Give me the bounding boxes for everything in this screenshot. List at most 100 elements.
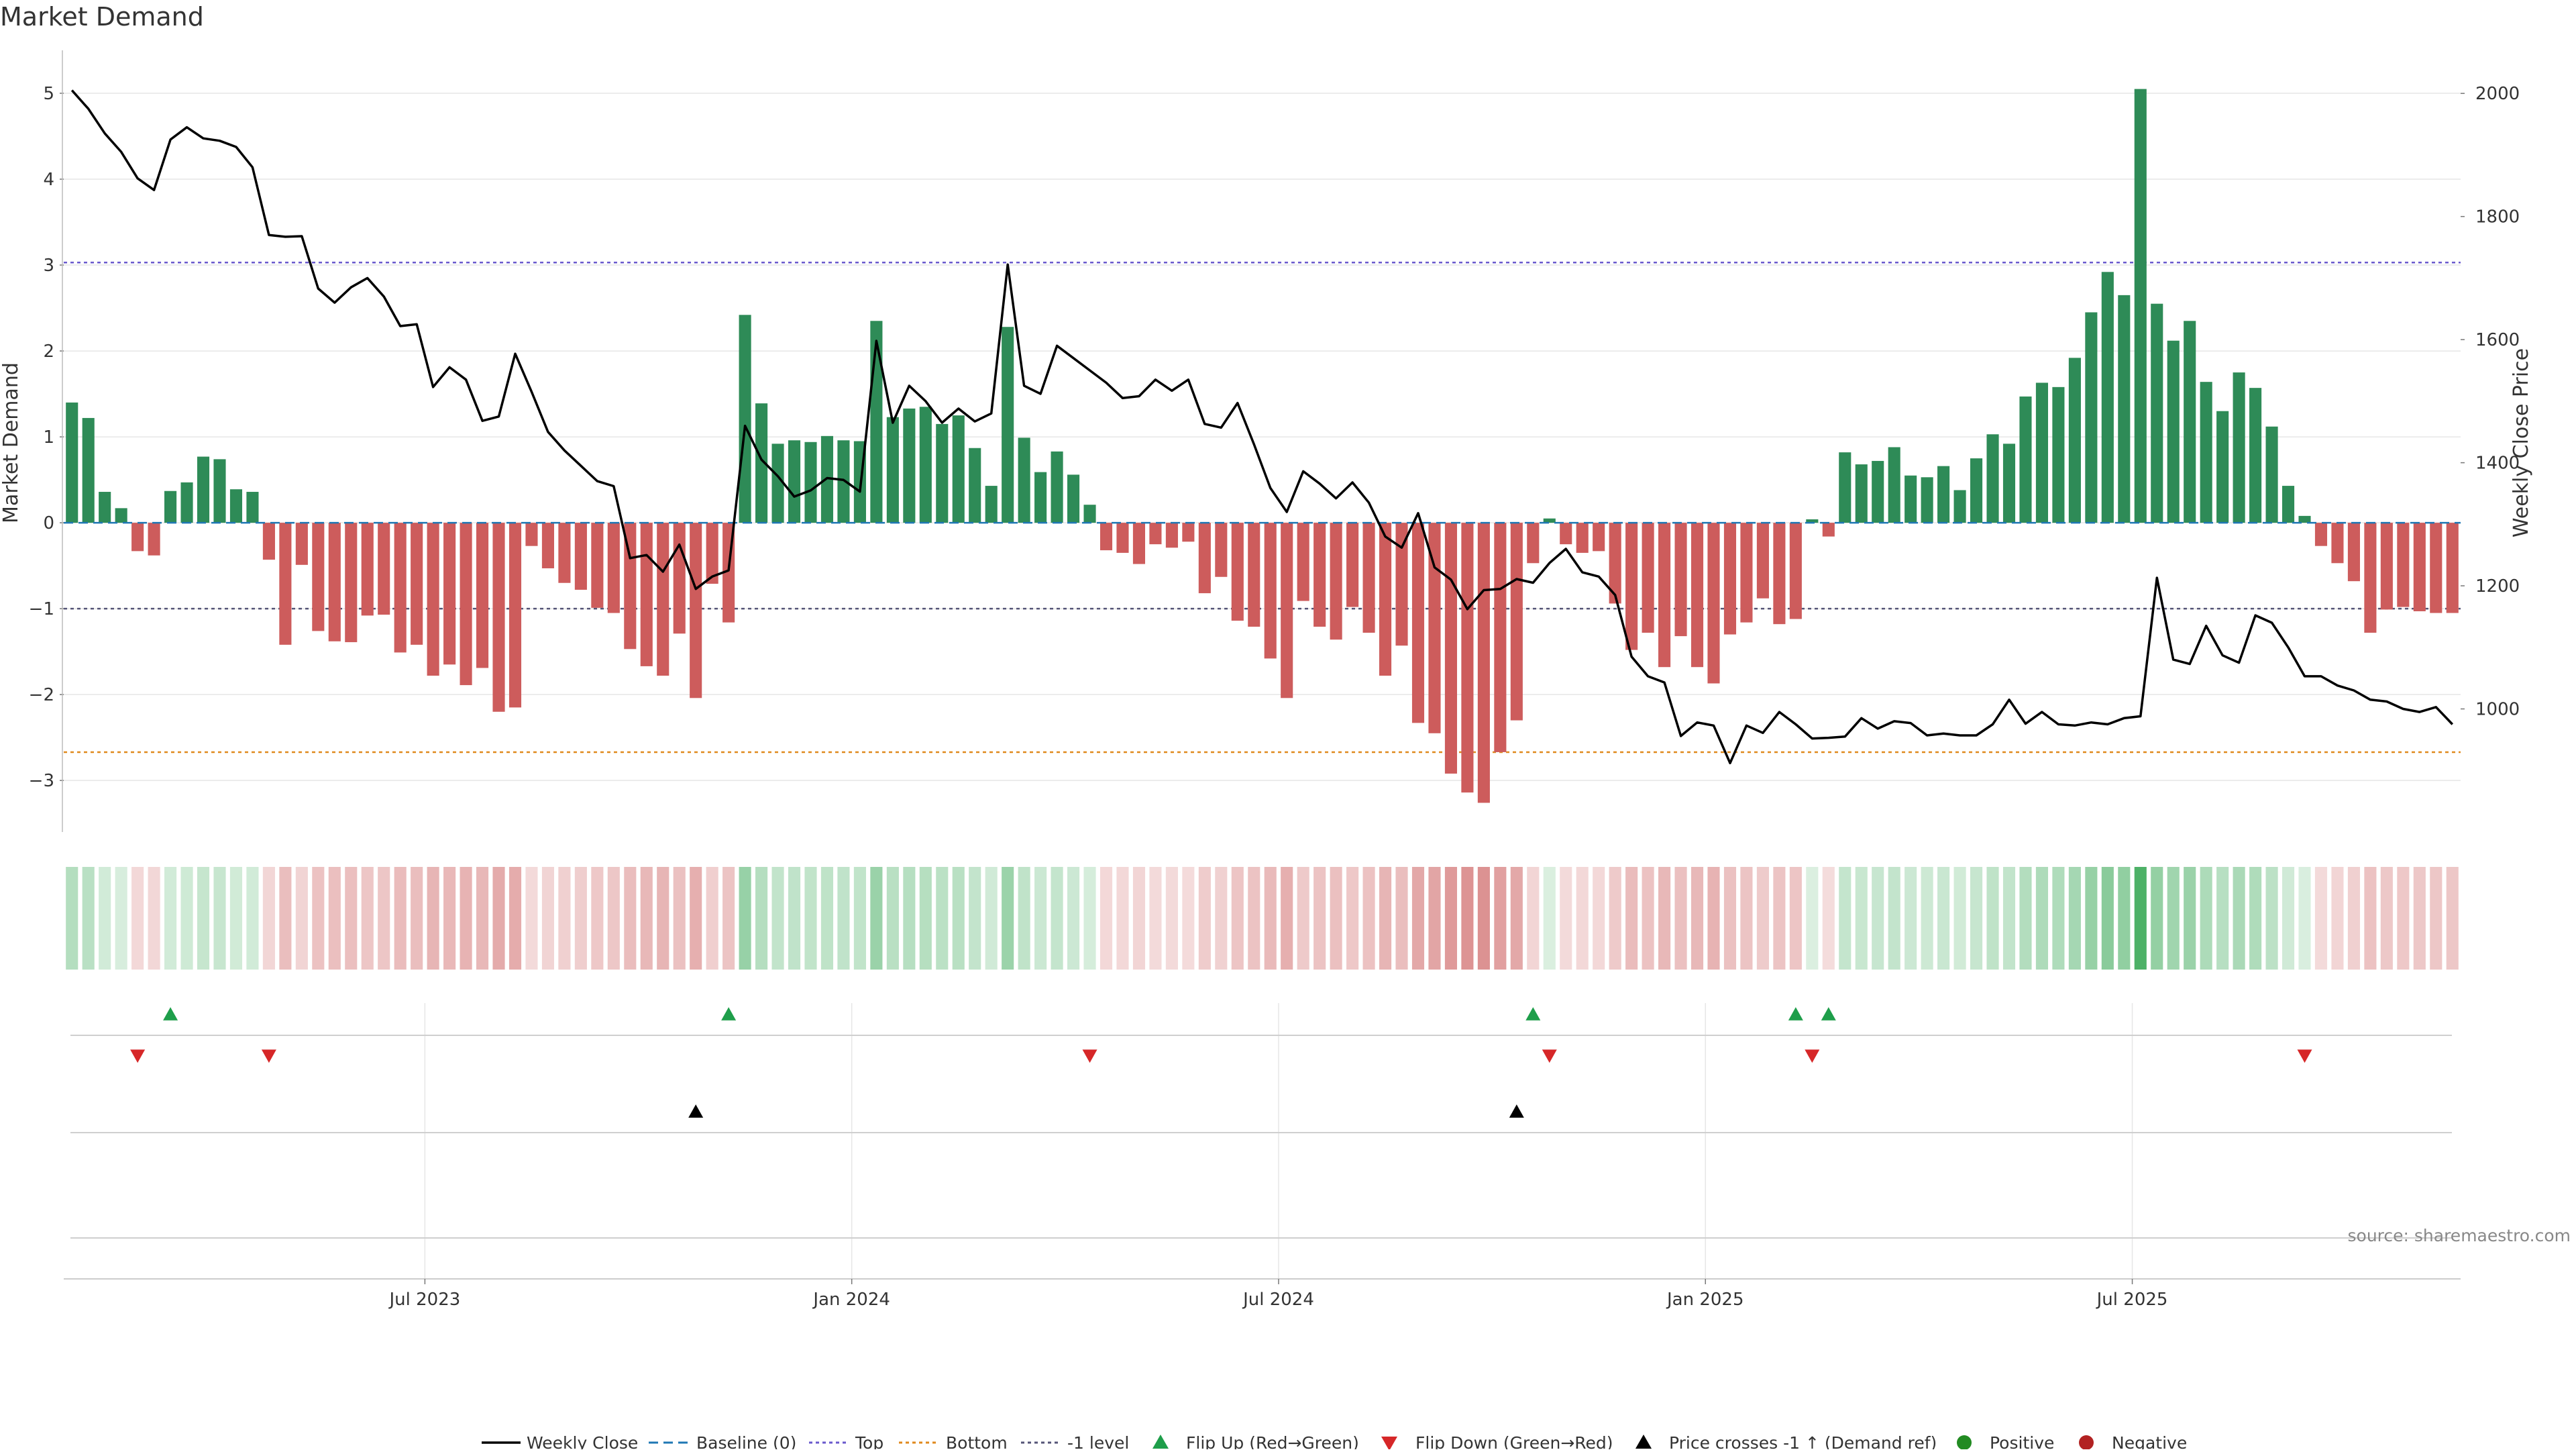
- legend-label: -1 level: [1067, 1433, 1129, 1449]
- y-tick-label-right: 1400: [2475, 454, 2520, 474]
- y-axis-label-right: Weekly Close Price: [2510, 348, 2533, 537]
- demand-bar-negative: [607, 523, 620, 613]
- demand-bar-positive: [886, 417, 899, 523]
- heat-cell: [66, 867, 78, 970]
- demand-bar-positive: [2002, 444, 2016, 523]
- heat-cell: [1330, 867, 1342, 970]
- heat-cell: [985, 867, 998, 970]
- demand-bar-negative: [1099, 523, 1113, 551]
- heat-cell: [1806, 867, 1819, 970]
- heat-cell: [378, 867, 390, 970]
- heat-cell: [1723, 867, 1737, 970]
- heat-cell: [1395, 867, 1408, 970]
- heat-cell: [1527, 867, 1540, 970]
- demand-bar-negative: [1395, 523, 1408, 646]
- flip-up-marker: [1788, 1007, 1803, 1021]
- demand-bar-positive: [952, 415, 965, 523]
- demand-bar-negative: [1609, 523, 1621, 604]
- heat-cell: [2216, 867, 2229, 970]
- y-tick-label-right: 1600: [2475, 330, 2520, 350]
- demand-bar-negative: [1428, 523, 1441, 733]
- demand-bar-positive: [1986, 434, 1999, 523]
- demand-bar-positive: [1970, 458, 1983, 523]
- heat-cell: [164, 867, 177, 970]
- axes-layer: 5 4 3 2 1 0 −1 −2 −3 2000 1800 1600 1400 1200 1000: [29, 50, 2520, 832]
- heat-cell: [1822, 867, 1835, 970]
- heat-cell: [1560, 867, 1572, 970]
- demand-bar-positive: [99, 492, 111, 523]
- heat-cell: [2233, 867, 2245, 970]
- demand-bar-negative: [1625, 523, 1638, 650]
- demand-bar-negative: [1690, 523, 1704, 668]
- heat-cell: [1674, 867, 1687, 970]
- demand-bar-positive: [246, 492, 259, 523]
- y-tick-label-right: 1000: [2475, 700, 2520, 720]
- demand-bar-negative: [1198, 523, 1211, 594]
- demand-bar-positive: [2184, 321, 2196, 523]
- demand-bar-negative: [1330, 523, 1342, 640]
- flip-down-marker: [130, 1049, 146, 1063]
- weekly-close-line: [70, 89, 2454, 765]
- demand-bar-negative: [1264, 523, 1277, 659]
- heat-cell: [476, 867, 489, 970]
- heat-cell: [1839, 867, 1851, 970]
- demand-bar-positive: [2035, 382, 2049, 523]
- y-tick-label-left: −3: [29, 771, 54, 791]
- x-axis-ticks: Jul 2023 Jan 2024 Jul 2024 Jan 2025 Jul 2025: [388, 1279, 2167, 1310]
- y-tick-label-right: 1200: [2475, 576, 2520, 597]
- heat-cell: [131, 867, 144, 970]
- price-cross-marker: [688, 1104, 704, 1118]
- demand-bar-positive: [197, 456, 210, 523]
- heat-cell: [870, 867, 883, 970]
- legend-label: Flip Up (Red→Green): [1186, 1433, 1359, 1449]
- demand-bar-positive: [1953, 490, 1966, 523]
- heat-cell: [1593, 867, 1605, 970]
- heat-cell: [345, 867, 358, 970]
- heat-cell: [2446, 867, 2459, 970]
- y-tick-label-left: 0: [43, 513, 54, 533]
- price-line-layer: [70, 89, 2454, 765]
- y-tick-label-left: −2: [29, 685, 54, 705]
- demand-bar-positive: [2167, 340, 2180, 523]
- heat-cell: [936, 867, 949, 970]
- reference-lines: [64, 261, 2461, 754]
- x-tick-label: Jan 2024: [812, 1290, 890, 1310]
- demand-bar-positive: [804, 442, 817, 523]
- heat-cell: [1970, 867, 1983, 970]
- demand-bar-negative: [1461, 523, 1474, 793]
- demand-bar-positive: [2052, 386, 2065, 523]
- demand-bar-negative: [312, 523, 325, 631]
- demand-bar-positive: [82, 417, 95, 523]
- demand-bar-positive: [2085, 312, 2098, 523]
- legend-label: Bottom: [946, 1433, 1008, 1449]
- demand-bar-negative: [1165, 523, 1178, 548]
- heat-cell: [2101, 867, 2114, 970]
- demand-bar-negative: [640, 523, 653, 666]
- heat-cell: [1132, 867, 1146, 970]
- heat-cell: [1625, 867, 1638, 970]
- heat-cell: [558, 867, 571, 970]
- demand-bar-negative: [1362, 523, 1375, 633]
- heat-cell: [2413, 867, 2426, 970]
- demand-bar-negative: [624, 523, 637, 650]
- heat-cell: [1494, 867, 1507, 970]
- heat-cell: [886, 867, 899, 970]
- demand-bar-positive: [2265, 426, 2278, 523]
- demand-bar-negative: [1510, 523, 1523, 721]
- demand-bar-positive: [2134, 89, 2147, 523]
- demand-bar-negative: [541, 523, 554, 568]
- heat-cell: [2282, 867, 2295, 970]
- grid-layer: [64, 93, 2461, 1278]
- demand-bar-positive: [2282, 486, 2295, 523]
- demand-bar-positive: [1904, 475, 1917, 523]
- demand-bar-negative: [1248, 523, 1260, 627]
- heat-cell: [1937, 867, 1950, 970]
- y-tick-label-left: −1: [29, 599, 54, 619]
- heat-cell: [2035, 867, 2049, 970]
- demand-bar-negative: [2347, 523, 2360, 582]
- heat-cell: [1477, 867, 1490, 970]
- heat-cell: [1789, 867, 1802, 970]
- heat-cell: [1642, 867, 1654, 970]
